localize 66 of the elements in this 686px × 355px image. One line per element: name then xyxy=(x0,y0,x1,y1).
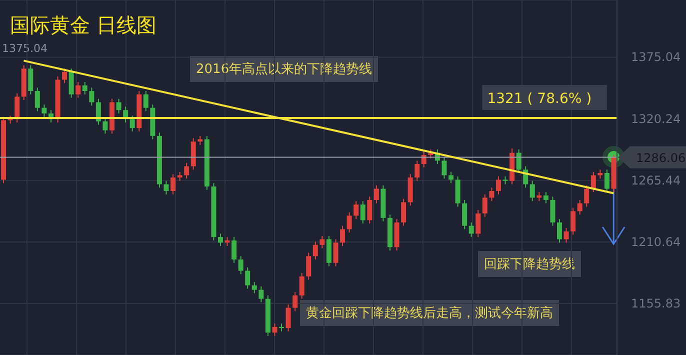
candlestick xyxy=(306,252,312,280)
candlestick xyxy=(299,272,304,300)
candlestick xyxy=(590,171,596,193)
candlestick xyxy=(374,184,379,204)
candlestick xyxy=(468,222,474,238)
candlestick xyxy=(360,200,366,224)
y-tick-label: 1210.64 xyxy=(631,234,681,249)
candlestick xyxy=(143,90,148,112)
candlestick xyxy=(232,236,237,264)
candlestick xyxy=(476,210,481,238)
candlestick xyxy=(76,82,81,98)
candlestick xyxy=(28,64,34,95)
candlestick xyxy=(340,225,346,247)
text: 国际黄金 日线图 xyxy=(10,12,156,39)
candlestick xyxy=(530,180,535,202)
candlestick xyxy=(130,115,135,132)
candlestick xyxy=(286,304,291,332)
candlestick xyxy=(489,187,494,202)
candlestick xyxy=(312,241,318,260)
candlestick xyxy=(346,212,352,234)
candlestick xyxy=(482,194,488,218)
candlestick xyxy=(564,228,569,244)
candlestick xyxy=(442,156,447,180)
candlestick xyxy=(34,87,40,112)
candlestick xyxy=(62,68,68,84)
candlestick xyxy=(116,98,122,114)
candlestick xyxy=(42,104,47,118)
candlestick xyxy=(89,87,94,106)
candlestick xyxy=(584,184,590,208)
candlestick xyxy=(170,174,176,195)
candlestick xyxy=(252,281,257,294)
candlestick xyxy=(570,207,576,236)
candlestick xyxy=(496,176,501,195)
candlestick xyxy=(462,199,468,230)
candlestick xyxy=(414,160,420,182)
candlestick xyxy=(258,286,264,303)
candlestick xyxy=(333,238,338,267)
candlestick xyxy=(245,266,250,290)
candlestick xyxy=(556,218,562,244)
annotation: 1375.04 xyxy=(2,42,48,55)
candlestick xyxy=(102,117,108,134)
candlestick xyxy=(292,292,298,312)
candlestick xyxy=(401,198,406,226)
candlestick xyxy=(279,323,284,332)
candlestick xyxy=(272,323,278,336)
y-tick-label: 1155.83 xyxy=(631,296,681,311)
candlestick xyxy=(543,192,548,204)
candlestick xyxy=(320,235,325,249)
candlestick xyxy=(14,92,20,123)
candlestick xyxy=(577,199,582,216)
candlestick xyxy=(354,200,359,220)
candlestick xyxy=(164,180,169,195)
candlestick xyxy=(238,256,244,275)
candlestick xyxy=(550,196,556,226)
candlestick xyxy=(82,82,88,95)
candlestick xyxy=(604,169,610,193)
candlestick xyxy=(218,233,223,247)
candlestick xyxy=(326,235,332,267)
y-tick-label: 1375.04 xyxy=(631,50,681,64)
ref-line-label: 1321 ( 78.6% ) xyxy=(487,90,592,107)
candlestick xyxy=(367,196,372,224)
candlestick xyxy=(68,68,74,98)
candlestick xyxy=(184,162,190,180)
y-tick-label: 1265.44 xyxy=(631,173,681,188)
y-tick-label: 1320.24 xyxy=(631,112,681,126)
candlestick xyxy=(455,176,460,208)
